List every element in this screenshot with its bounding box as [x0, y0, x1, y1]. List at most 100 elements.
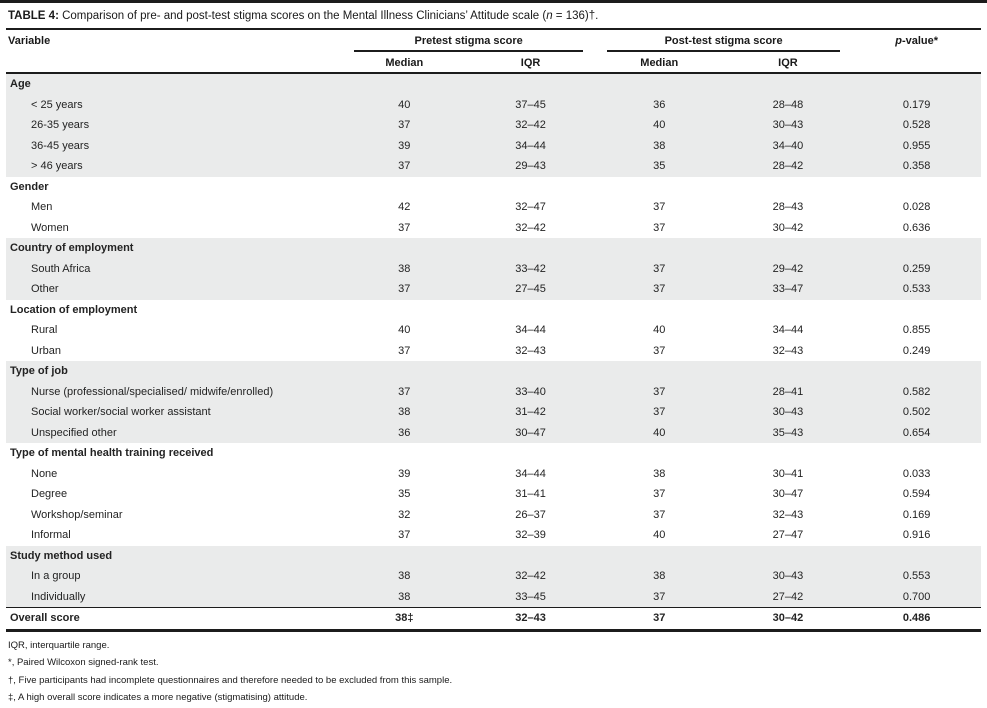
pvalue-cell: 0.700 — [902, 590, 931, 603]
posttest-median-cell: 36 — [653, 98, 666, 111]
posttest-iqr-cell: 28–43 — [772, 201, 804, 213]
pretest-median-cell: 38 — [398, 262, 411, 275]
group-header-row: Variable Pretest stigma score Post-test … — [6, 30, 981, 74]
posttest-median-cell — [595, 238, 724, 259]
pretest-iqr-cell — [466, 73, 595, 95]
pvalue-cell — [852, 73, 981, 95]
variable-cell: Workshop/seminar — [31, 508, 123, 521]
sub-header-row: Median IQR Median IQR — [6, 52, 981, 74]
pretest-iqr-cell: 32–47 — [515, 201, 546, 213]
pvalue-cell — [852, 300, 981, 321]
pvalue-cell — [852, 546, 981, 567]
pvalue-cell: 0.169 — [902, 508, 931, 521]
table-row: Urban 37 32–43 37 32–43 0.249 — [6, 341, 981, 362]
pretest-median-cell: 42 — [398, 201, 411, 213]
pretest-median-cell — [342, 73, 466, 95]
table-row: < 25 years 40 37–45 36 28–48 0.179 — [6, 94, 981, 115]
posttest-median-cell: 38 — [653, 139, 666, 152]
variable-cell: Informal — [31, 529, 71, 541]
pvalue-cell: 0.855 — [902, 324, 931, 336]
pvalue-cell: 0.533 — [902, 283, 931, 295]
posttest-iqr-cell — [724, 546, 853, 567]
footnote-double-dagger: ‡, A high overall score indicates a more… — [8, 692, 308, 703]
variable-cell: Women — [31, 221, 69, 234]
posttest-median-cell: 38 — [653, 570, 666, 582]
pretest-median-cell: 37 — [398, 119, 411, 131]
posttest-iqr-cell: 34–44 — [772, 324, 804, 336]
posttest-median-cell: 40 — [653, 119, 666, 131]
table-title: TABLE 4: Comparison of pre- and post-tes… — [6, 3, 981, 30]
table-row: Informal 37 32–39 40 27–47 0.916 — [6, 525, 981, 546]
posttest-iqr-cell — [724, 238, 853, 259]
posttest-iqr-cell: 30–47 — [772, 488, 804, 500]
pvalue-cell: 0.528 — [902, 119, 931, 131]
posttest-median-cell — [595, 361, 724, 382]
posttest-group-label: Post-test stigma score — [606, 35, 841, 52]
pvalue-cell: 0.358 — [902, 160, 931, 172]
pretest-iqr-cell: 34–44 — [515, 324, 546, 336]
variable-cell: Men — [31, 201, 53, 213]
col-header-pvalue: p-value* — [852, 30, 981, 74]
pvalue-cell: 0.179 — [902, 98, 931, 111]
posttest-iqr-cell: 27–42 — [772, 590, 804, 603]
table-row: Study method used — [6, 545, 981, 567]
pretest-median-cell: 37 — [398, 385, 411, 398]
footnote-iqr: IQR, interquartile range. — [8, 639, 110, 651]
table-number-label: TABLE 4: — [8, 10, 59, 22]
pretest-median-cell: 37 — [398, 344, 411, 357]
posttest-median-cell: 38 — [653, 467, 666, 480]
table-row: Type of job — [6, 361, 981, 382]
table-row: In a group 38 32–42 38 30–43 0.553 — [6, 566, 981, 587]
pretest-iqr-cell: 32–43 — [515, 344, 546, 357]
pretest-iqr-cell — [466, 238, 595, 259]
pretest-iqr-cell: 34–44 — [515, 139, 546, 152]
posttest-iqr-cell: 28–48 — [772, 98, 804, 111]
table-row: Rural 40 34–44 40 34–44 0.855 — [6, 320, 981, 341]
posttest-iqr-cell — [724, 73, 853, 95]
pretest-median-cell: 38 — [398, 406, 411, 418]
variable-cell: Study method used — [10, 549, 113, 562]
pretest-iqr-cell: 31–42 — [515, 406, 546, 418]
pvalue-cell: 0.654 — [902, 426, 931, 439]
pretest-iqr-cell — [466, 546, 595, 567]
table-row: Unspecified other 36 30–47 40 35–43 0.65… — [6, 422, 981, 443]
stigma-scores-table: Variable Pretest stigma score Post-test … — [6, 30, 981, 632]
table-caption-text: Comparison of pre- and post-test stigma … — [62, 10, 547, 22]
pvalue-cell — [852, 361, 981, 382]
table-row: None 39 34–44 38 30–41 0.033 — [6, 464, 981, 485]
posttest-median-cell: 35 — [653, 160, 666, 172]
posttest-iqr-cell: 30–43 — [772, 570, 804, 582]
pretest-median-cell: 37 — [398, 283, 411, 295]
pretest-iqr-cell: 30–47 — [515, 426, 546, 439]
variable-cell: None — [31, 467, 58, 480]
variable-cell: 26-35 years — [31, 119, 90, 131]
pvalue-cell: 0.249 — [902, 344, 931, 357]
pretest-iqr-cell: 26–37 — [515, 508, 546, 521]
variable-cell: Type of job — [10, 365, 68, 377]
col-header-posttest-iqr: IQR — [723, 52, 853, 74]
posttest-median-cell: 37 — [653, 590, 666, 603]
table-row: Degree 35 31–41 37 30–47 0.594 — [6, 484, 981, 505]
pretest-iqr-cell: 32–42 — [515, 221, 546, 234]
table-row: Location of employment — [6, 300, 981, 321]
posttest-iqr-cell: 30–43 — [772, 119, 804, 131]
variable-cell: Location of employment — [10, 303, 138, 316]
pretest-iqr-cell — [466, 177, 595, 198]
posttest-median-cell — [595, 300, 724, 321]
pretest-iqr-cell: 27–45 — [515, 283, 546, 295]
pretest-group-label: Pretest stigma score — [354, 35, 583, 52]
col-header-posttest-median: Median — [594, 52, 724, 74]
posttest-iqr-cell: 30–42 — [772, 221, 804, 234]
posttest-median-cell — [595, 177, 724, 198]
posttest-median-cell: 40 — [653, 324, 666, 336]
table-row: Other 37 27–45 37 33–47 0.533 — [6, 279, 981, 300]
pvalue-cell: 0.916 — [902, 529, 931, 541]
pvalue-cell: 0.553 — [902, 570, 931, 582]
col-group-posttest: Post-test stigma score — [595, 30, 852, 52]
posttest-iqr-cell: 28–42 — [772, 160, 804, 172]
posttest-iqr-cell: 32–43 — [772, 344, 804, 357]
variable-cell: Country of employment — [10, 242, 134, 254]
posttest-iqr-cell: 27–47 — [772, 529, 804, 541]
posttest-median-cell: 37 — [594, 607, 724, 632]
